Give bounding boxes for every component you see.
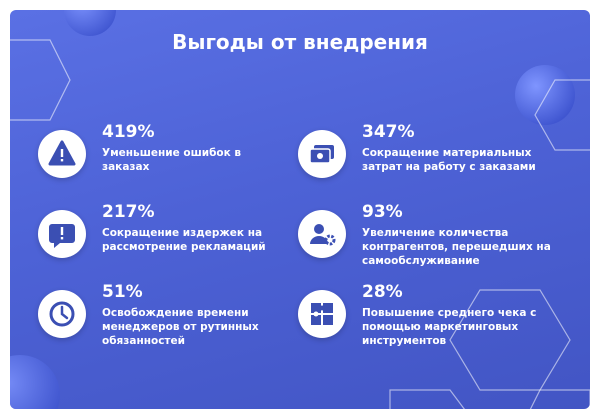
- description: Уменьшение ошибок в заказах: [102, 146, 241, 174]
- line: контрагентов, перешедших на: [362, 241, 551, 253]
- line: заказах: [102, 161, 150, 173]
- line: обязанностей: [102, 335, 185, 347]
- card: Выгоды от внедрения 419% Уменьшение ошиб…: [10, 10, 590, 409]
- value: 347%: [362, 122, 415, 142]
- line: Уменьшение ошибок в: [102, 147, 242, 159]
- value: 93%: [362, 202, 403, 222]
- icon: [298, 130, 346, 178]
- benefit: 419% Уменьшение ошибок в заказах: [38, 122, 298, 200]
- line: инструментов: [362, 335, 447, 347]
- description: Сокращение издержек на рассмотрение рекла…: [102, 226, 266, 254]
- value: 51%: [102, 282, 143, 302]
- line: затрат на работу с заказами: [362, 161, 536, 173]
- description: Увеличение количества контрагентов, переш…: [362, 226, 551, 268]
- line: помощью маркетинговых: [362, 321, 519, 333]
- value: 217%: [102, 202, 155, 222]
- line: Сокращение издержек на: [102, 227, 263, 239]
- line: рассмотрение рекламаций: [102, 241, 266, 253]
- icon: [298, 290, 346, 338]
- line: самообслуживание: [362, 255, 480, 267]
- benefit: 51% Освобождение времени менеджеров от ру…: [38, 282, 298, 360]
- icon: [38, 210, 86, 258]
- line: Сокращение материальных: [362, 147, 532, 159]
- decoration: [10, 10, 590, 409]
- icon: [38, 130, 86, 178]
- benefit: 217% Сокращение издержек на рассмотрение …: [38, 202, 298, 280]
- line: Увеличение количества: [362, 227, 509, 239]
- line: Повышение среднего чека с: [362, 307, 537, 319]
- value: 419%: [102, 122, 155, 142]
- value: 28%: [362, 282, 403, 302]
- benefit: 28% Повышение среднего чека с помощью мар…: [298, 282, 558, 360]
- icon: [298, 210, 346, 258]
- benefit: 347% Сокращение материальных затрат на ра…: [298, 122, 558, 200]
- line: менеджеров от рутинных: [102, 321, 259, 333]
- description: Освобождение времени менеджеров от рутинн…: [102, 306, 259, 348]
- description: Сокращение материальных затрат на работу …: [362, 146, 536, 174]
- icon: [38, 290, 86, 338]
- benefit: 93% Увеличение количества контрагентов, п…: [298, 202, 558, 280]
- title: Выгоды от внедрения: [172, 30, 428, 54]
- line: Освобождение времени: [102, 307, 249, 319]
- description: Повышение среднего чека с помощью маркети…: [362, 306, 536, 348]
